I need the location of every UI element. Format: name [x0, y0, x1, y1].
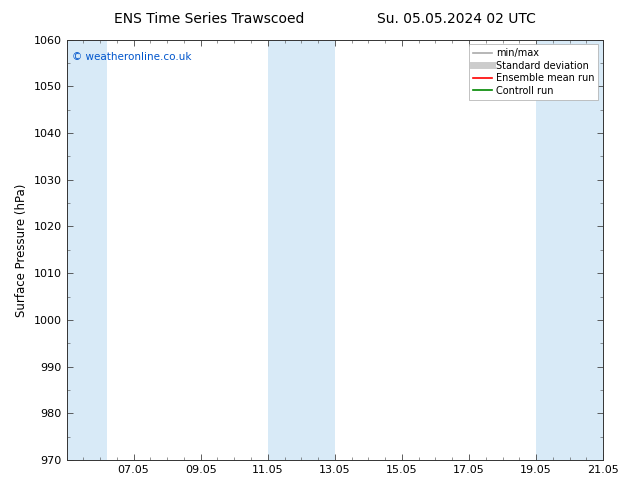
Text: ENS Time Series Trawscoed: ENS Time Series Trawscoed: [114, 12, 304, 26]
Y-axis label: Surface Pressure (hPa): Surface Pressure (hPa): [15, 183, 28, 317]
Bar: [67, 40, 107, 460]
Bar: [268, 40, 335, 460]
Legend: min/max, Standard deviation, Ensemble mean run, Controll run: min/max, Standard deviation, Ensemble me…: [469, 45, 598, 99]
Text: Su. 05.05.2024 02 UTC: Su. 05.05.2024 02 UTC: [377, 12, 536, 26]
Text: © weatheronline.co.uk: © weatheronline.co.uk: [72, 52, 191, 62]
Bar: [536, 40, 603, 460]
